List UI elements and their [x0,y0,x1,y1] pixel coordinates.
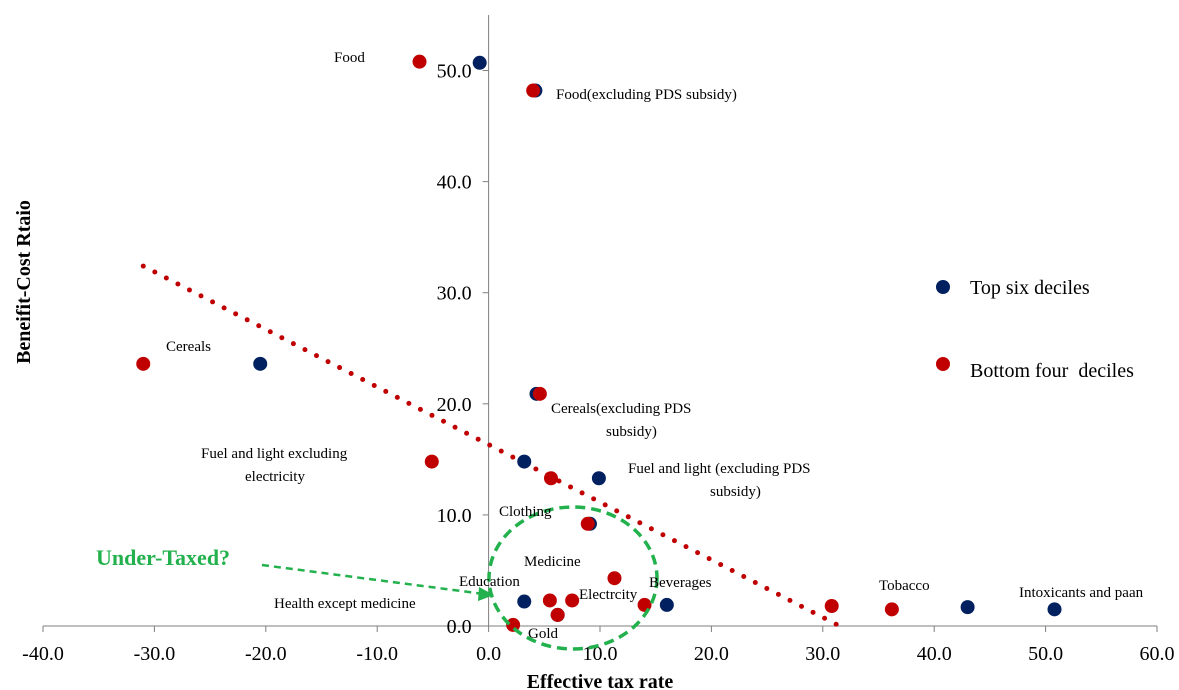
y-tick-label: 0.0 [447,616,472,638]
label-gold: Gold [528,626,559,642]
legend: Top six deciles Bottom four deciles [936,277,1134,382]
label-fuel-excl-pds-line1: Fuel and light (excluding PDS [628,461,811,477]
data-point-series-0 [517,454,532,469]
legend-marker-bottom-four [936,357,950,371]
y-tick-label: 40.0 [437,172,472,194]
data-point-series-1 [542,593,557,608]
data-point-series-1 [412,54,427,69]
data-point-series-1 [824,599,839,614]
x-tick-labels: -40.0 -30.0 -20.0 -10.0 0.0 10.0 20.0 30.0 40.0 5… [22,643,1174,665]
y-tick-label: 30.0 [437,283,472,305]
x-tick-label: 60.0 [1140,643,1175,665]
label-health: Health except medicine [274,596,416,612]
x-tick-label: -10.0 [356,643,398,665]
data-point-series-1 [532,386,547,401]
label-cereals: Cereals [166,339,211,355]
data-point-series-1 [565,593,580,608]
data-point-series-1 [543,471,558,486]
label-medicine: Medicine [524,554,581,570]
data-point-series-1 [884,602,899,617]
label-education: Education [459,574,520,590]
under-taxed-label: Under-Taxed? [96,545,230,570]
data-point-series-1 [550,607,565,622]
data-point-series-0 [472,55,487,70]
x-tick-label: 30.0 [805,643,840,665]
label-cereals-excl-pds-line2: subsidy) [606,424,657,440]
data-point-series-0 [659,597,674,612]
label-fuel-excl-pds-line2: subsidy) [710,484,761,500]
data-point-series-0 [517,594,532,609]
data-points [136,54,1062,632]
x-tick-label: 0.0 [476,643,501,665]
label-food: Food [334,50,365,66]
label-cereals-excl-pds-line1: Cereals(excluding PDS [551,401,691,417]
label-fuel-excl-elec-line1: Fuel and light excluding [201,446,348,462]
y-tick-label: 50.0 [437,61,472,83]
data-point-series-0 [960,600,975,615]
label-clothing: Clothing [499,504,552,520]
y-tick-label: 20.0 [437,394,472,416]
under-taxed-arrowhead [478,587,494,601]
data-point-series-1 [526,83,541,98]
data-point-series-1 [136,356,151,371]
y-axis-title: Beneifit-Cost Rtaio [13,200,35,364]
x-tick-label: 50.0 [1028,643,1063,665]
trendline [140,263,843,629]
label-beverages: Beverages [649,575,712,591]
axes [42,15,1158,632]
label-intoxicants: Intoxicants and paan [1019,585,1144,601]
under-taxed-arrow [261,563,485,596]
label-electricity: Electrcity [579,587,638,603]
data-point-series-1 [580,516,595,531]
data-point-series-1 [506,617,521,632]
x-axis-title: Effective tax rate [527,671,674,690]
data-point-series-0 [253,356,268,371]
label-food-excl-pds: Food(excluding PDS subsidy) [556,87,737,103]
x-tick-label: 40.0 [917,643,952,665]
label-tobacco: Tobacco [879,578,930,594]
trendline-dotted [140,263,843,629]
data-point-series-1 [424,454,439,469]
y-tick-labels: 0.0 10.0 20.0 30.0 40.0 50.0 [437,61,472,638]
legend-label-bottom-four: Bottom four deciles [970,360,1134,382]
y-tick-label: 10.0 [437,505,472,527]
data-point-series-0 [1047,602,1062,617]
x-tick-label: 10.0 [583,643,618,665]
x-tick-label: 20.0 [694,643,729,665]
x-tick-label: -20.0 [245,643,287,665]
label-fuel-excl-elec-line2: electricity [245,469,305,485]
x-tick-label: -30.0 [134,643,176,665]
under-taxed-ellipse [487,505,659,651]
data-point-series-0 [591,471,606,486]
legend-marker-top-six [936,280,950,294]
data-point-series-1 [607,571,622,586]
x-tick-label: -40.0 [22,643,64,665]
legend-label-top-six: Top six deciles [970,277,1090,299]
